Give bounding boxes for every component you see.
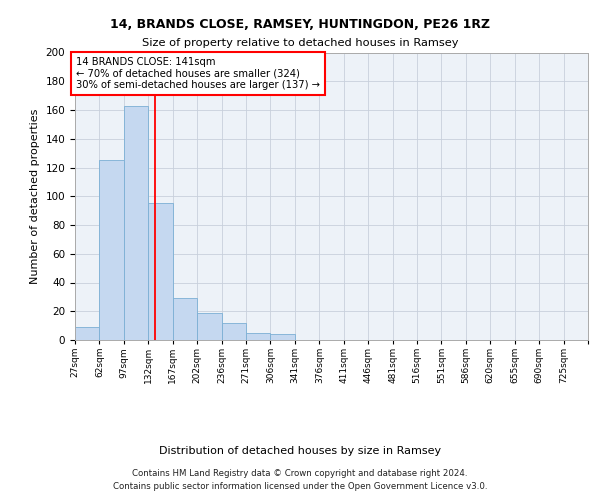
Text: Size of property relative to detached houses in Ramsey: Size of property relative to detached ho… [142, 38, 458, 48]
Text: Distribution of detached houses by size in Ramsey: Distribution of detached houses by size … [159, 446, 441, 456]
Bar [148, 204, 173, 340]
Bar [271, 334, 295, 340]
Bar [100, 160, 124, 340]
Text: Contains public sector information licensed under the Open Government Licence v3: Contains public sector information licen… [113, 482, 487, 491]
Bar [124, 106, 148, 340]
Text: 14 BRANDS CLOSE: 141sqm
← 70% of detached houses are smaller (324)
30% of semi-d: 14 BRANDS CLOSE: 141sqm ← 70% of detache… [76, 57, 320, 90]
Bar [246, 333, 271, 340]
Y-axis label: Number of detached properties: Number of detached properties [30, 108, 40, 284]
Text: Contains HM Land Registry data © Crown copyright and database right 2024.: Contains HM Land Registry data © Crown c… [132, 468, 468, 477]
Bar [197, 312, 221, 340]
Bar [75, 327, 100, 340]
Text: 14, BRANDS CLOSE, RAMSEY, HUNTINGDON, PE26 1RZ: 14, BRANDS CLOSE, RAMSEY, HUNTINGDON, PE… [110, 18, 490, 30]
Bar [173, 298, 197, 340]
Bar [221, 323, 246, 340]
